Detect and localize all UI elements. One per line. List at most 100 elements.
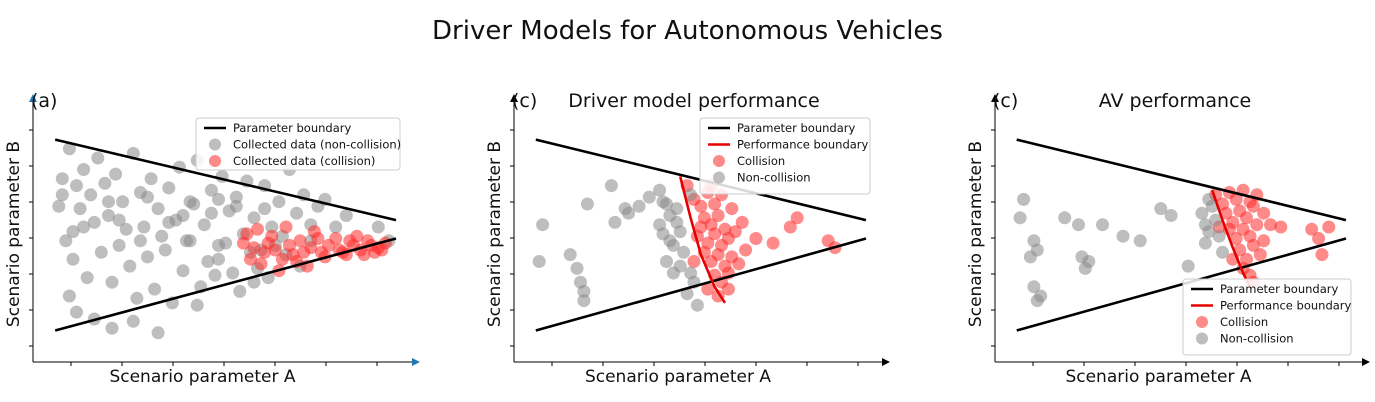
parameter-boundary-line-2 [1016, 237, 1347, 332]
data-point-collected-data-collision-13 [329, 232, 343, 245]
y-axis-label: Scenario parameter B [4, 141, 24, 327]
data-point-collected-data-non-collision-51 [105, 275, 119, 289]
data-point-collision-19 [1253, 248, 1267, 262]
data-point-collected-data-non-collision-79 [229, 199, 243, 213]
data-point-collision-27 [783, 220, 797, 234]
data-point-collision-39 [739, 243, 753, 257]
data-point-non-collision-29 [663, 234, 677, 248]
data-point-collision-6 [1219, 206, 1233, 220]
data-point-collision-23 [728, 225, 742, 239]
data-point-non-collision-9 [1072, 218, 1085, 232]
data-point-collected-data-non-collision-11 [119, 222, 133, 236]
data-point-non-collision-13 [1096, 218, 1109, 232]
data-point-collected-data-non-collision-7 [98, 176, 112, 190]
legend-label-collision: Collision [737, 154, 785, 168]
data-point-collision-33 [725, 202, 739, 216]
legend-marker-collected-data-collision [209, 155, 221, 167]
data-point-non-collision-16 [1154, 202, 1168, 216]
data-point-collected-data-non-collision-44 [329, 220, 343, 234]
data-point-collected-data-non-collision-77 [190, 298, 204, 312]
data-point-non-collision-19 [1195, 206, 1209, 220]
data-point-collected-data-non-collision-3 [77, 163, 91, 176]
data-point-collected-data-non-collision-74 [105, 321, 119, 335]
data-point-collected-data-collision-39 [375, 243, 389, 257]
data-point-collision-28 [1315, 248, 1329, 262]
data-point-collected-data-non-collision-47 [59, 234, 73, 248]
legend-marker-non-collision [713, 171, 725, 184]
data-point-collision-34 [687, 255, 701, 268]
data-point-collision-27 [1322, 220, 1336, 234]
data-point-collected-data-non-collision-10 [116, 195, 130, 209]
data-point-collision-31 [694, 220, 708, 234]
data-point-non-collision-9 [608, 215, 622, 229]
legend-label-performance-boundary: Performance boundary [1220, 299, 1352, 313]
data-point-non-collision-1 [532, 255, 546, 268]
data-point-non-collision-4 [1030, 243, 1044, 257]
data-point-non-collision-14 [1116, 229, 1130, 243]
data-point-collision-25 [749, 232, 763, 245]
data-point-collected-data-non-collision-14 [137, 220, 151, 234]
legend-label-collision: Collision [1220, 315, 1268, 329]
data-point-non-collision-13 [642, 190, 656, 204]
series-collected-data-collision [236, 220, 392, 278]
legend-label-non-collision: Non-collision [737, 171, 811, 185]
series-collision [680, 179, 842, 303]
data-point-collision-9 [1240, 211, 1253, 225]
data-point-non-collision-17 [1164, 209, 1178, 222]
data-point-collected-data-non-collision-85 [141, 190, 154, 204]
data-point-collected-data-non-collision-88 [258, 202, 272, 216]
data-point-collision-8 [711, 209, 725, 222]
data-point-collected-data-non-collision-62 [201, 255, 215, 268]
legend: Parameter boundary Performance boundary Co… [699, 117, 871, 195]
legend-marker-collision [713, 155, 725, 167]
data-point-collected-data-non-collision-32 [247, 211, 261, 225]
data-point-collected-data-non-collision-8 [102, 209, 115, 222]
parameter-boundary-line-1 [54, 138, 397, 222]
data-point-collected-data-non-collision-4 [84, 188, 98, 202]
data-point-collected-data-non-collision-53 [123, 259, 137, 273]
data-point-collected-data-collision-26 [283, 238, 296, 252]
legend-label-collected-data-collision: Collected data (collision) [233, 154, 375, 168]
data-point-non-collision-19 [670, 202, 684, 216]
panel-label: (c) [993, 90, 1018, 112]
data-point-collected-data-non-collision-25 [204, 183, 218, 197]
data-point-non-collision-3 [570, 261, 584, 275]
x-axis-label: Scenario parameter A [109, 367, 295, 387]
legend-box [699, 117, 871, 195]
data-point-collected-data-collision-35 [261, 236, 275, 250]
performance-boundary-line [678, 176, 727, 304]
legend-marker-collision [1196, 316, 1208, 328]
y-axis-arrow [991, 94, 999, 102]
data-point-non-collision-27 [1216, 245, 1229, 259]
panel-label: (a) [31, 90, 57, 112]
x-axis-label: Scenario parameter A [1065, 367, 1251, 387]
data-point-collision-17 [711, 248, 725, 262]
data-point-collected-data-non-collision-95 [204, 206, 218, 220]
data-point-collected-data-non-collision-46 [55, 172, 69, 186]
data-point-collected-data-non-collision-36 [272, 195, 286, 209]
data-point-collision-3 [1229, 192, 1243, 206]
data-point-collected-data-collision-23 [254, 257, 268, 271]
legend-label-parameter-boundary: Parameter boundary [233, 121, 351, 135]
data-point-non-collision-23 [677, 245, 691, 259]
data-point-collected-data-non-collision-48 [66, 252, 80, 266]
legend-marker-collected-data-non-collision [209, 138, 221, 151]
data-point-collected-data-non-collision-15 [144, 172, 158, 186]
data-point-collected-data-non-collision-29 [229, 190, 243, 204]
data-point-collision-4 [708, 197, 722, 211]
data-point-collision-30 [1257, 234, 1271, 248]
legend-label-collected-data-non-collision: Collected data (non-collision) [233, 138, 401, 152]
parameter-boundary-line-2 [535, 237, 867, 332]
y-axis-label: Scenario parameter B [485, 141, 505, 327]
data-point-collected-data-non-collision-99 [176, 209, 190, 222]
data-point-non-collision-7 [580, 197, 594, 211]
legend-label-parameter-boundary: Parameter boundary [737, 121, 855, 135]
data-point-collision-22 [1257, 206, 1271, 220]
data-point-collected-data-non-collision-78 [212, 252, 225, 266]
data-point-collected-data-non-collision-56 [148, 282, 162, 296]
data-point-collected-data-non-collision-76 [151, 326, 165, 340]
data-point-non-collision-7 [1030, 294, 1044, 308]
data-point-collected-data-non-collision-54 [130, 291, 144, 305]
data-point-collected-data-non-collision-92 [77, 220, 91, 234]
